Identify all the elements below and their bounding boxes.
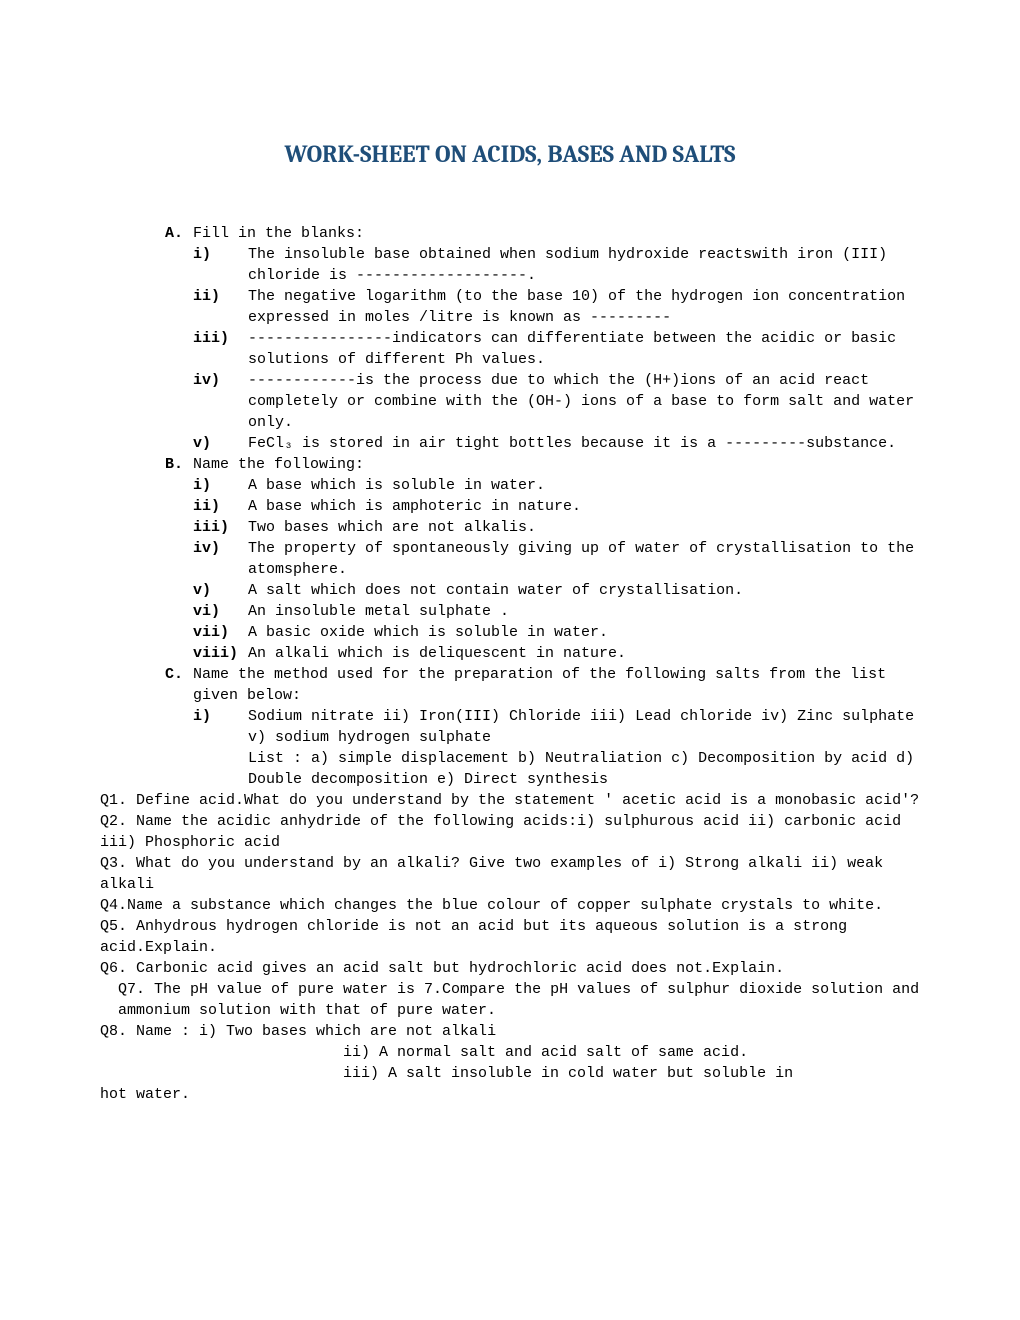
item-text: A salt which does not contain water of c…: [248, 580, 920, 601]
item-text: ----------------indicators can different…: [248, 328, 920, 370]
worksheet-page: WORK-SHEET ON ACIDS, BASES AND SALTS A. …: [0, 0, 1020, 1165]
item-text: An insoluble metal sulphate .: [248, 601, 920, 622]
item-marker: viii): [193, 643, 248, 664]
item-marker: iii): [193, 328, 248, 370]
question-2: Q2. Name the acidic anhydride of the fol…: [100, 811, 920, 853]
item-marker: i): [193, 244, 248, 286]
item-b-ii: ii)A base which is amphoteric in nature.: [193, 496, 920, 517]
item-a-iii: iii)----------------indicators can diffe…: [193, 328, 920, 370]
item-text: A base which is amphoteric in nature.: [248, 496, 920, 517]
item-b-iii: iii)Two bases which are not alkalis.: [193, 517, 920, 538]
section-a-marker: A.: [165, 223, 193, 244]
item-text: A base which is soluble in water.: [248, 475, 920, 496]
section-a-label: Fill in the blanks:: [193, 223, 364, 244]
item-marker: iii): [193, 517, 248, 538]
item-marker: vii): [193, 622, 248, 643]
item-text: The property of spontaneously giving up …: [248, 538, 920, 580]
question-5: Q5. Anhydrous hydrogen chloride is not a…: [100, 916, 920, 958]
question-3: Q3. What do you understand by an alkali?…: [100, 853, 920, 895]
section-b-marker: B.: [165, 454, 193, 475]
item-marker: v): [193, 433, 248, 454]
item-marker: i): [193, 475, 248, 496]
item-b-vi: vi)An insoluble metal sulphate .: [193, 601, 920, 622]
item-b-iv: iv)The property of spontaneously giving …: [193, 538, 920, 580]
item-text: ------------is the process due to which …: [248, 370, 920, 433]
question-6: Q6. Carbonic acid gives an acid salt but…: [100, 958, 920, 979]
item-b-i: i)A base which is soluble in water.: [193, 475, 920, 496]
section-a-head: A. Fill in the blanks:: [165, 223, 920, 244]
item-text: A basic oxide which is soluble in water.: [248, 622, 920, 643]
item-marker: i): [193, 706, 248, 748]
item-marker: iv): [193, 370, 248, 433]
item-text: The insoluble base obtained when sodium …: [248, 244, 920, 286]
item-b-viii: viii)An alkali which is deliquescent in …: [193, 643, 920, 664]
item-a-i: i)The insoluble base obtained when sodiu…: [193, 244, 920, 286]
item-marker: ii): [193, 496, 248, 517]
item-c-i: i)Sodium nitrate ii) Iron(III) Chloride …: [193, 706, 920, 748]
section-c-head: C. Name the method used for the preparat…: [165, 664, 920, 706]
section-c-label: Name the method used for the preparation…: [193, 664, 920, 706]
page-title: WORK-SHEET ON ACIDS, BASES AND SALTS: [100, 140, 920, 168]
item-marker: iv): [193, 538, 248, 580]
item-text: An alkali which is deliquescent in natur…: [248, 643, 920, 664]
section-c-list: List : a) simple displacement b) Neutral…: [248, 748, 920, 790]
question-8-ii: ii) A normal salt and acid salt of same …: [343, 1042, 920, 1063]
item-b-v: v)A salt which does not contain water of…: [193, 580, 920, 601]
item-marker: ii): [193, 286, 248, 328]
item-a-iv: iv)------------is the process due to whi…: [193, 370, 920, 433]
question-7: Q7. The pH value of pure water is 7.Comp…: [118, 979, 920, 1021]
question-8: Q8. Name : i) Two bases which are not al…: [100, 1021, 920, 1042]
item-text: Sodium nitrate ii) Iron(III) Chloride ii…: [248, 706, 920, 748]
section-b-head: B. Name the following:: [165, 454, 920, 475]
item-a-v: v)FeCl₃ is stored in air tight bottles b…: [193, 433, 920, 454]
section-c-marker: C.: [165, 664, 193, 706]
item-marker: vi): [193, 601, 248, 622]
item-marker: v): [193, 580, 248, 601]
section-a: A. Fill in the blanks: i)The insoluble b…: [165, 223, 920, 790]
section-b-label: Name the following:: [193, 454, 364, 475]
item-text: Two bases which are not alkalis.: [248, 517, 920, 538]
item-a-ii: ii)The negative logarithm (to the base 1…: [193, 286, 920, 328]
question-1: Q1. Define acid.What do you understand b…: [100, 790, 920, 811]
question-4: Q4.Name a substance which changes the bl…: [100, 895, 920, 916]
item-b-vii: vii)A basic oxide which is soluble in wa…: [193, 622, 920, 643]
item-text: FeCl₃ is stored in air tight bottles bec…: [248, 433, 920, 454]
question-8-iii: iii) A salt insoluble in cold water but …: [343, 1063, 920, 1084]
item-text: The negative logarithm (to the base 10) …: [248, 286, 920, 328]
question-8-cont: hot water.: [100, 1084, 920, 1105]
